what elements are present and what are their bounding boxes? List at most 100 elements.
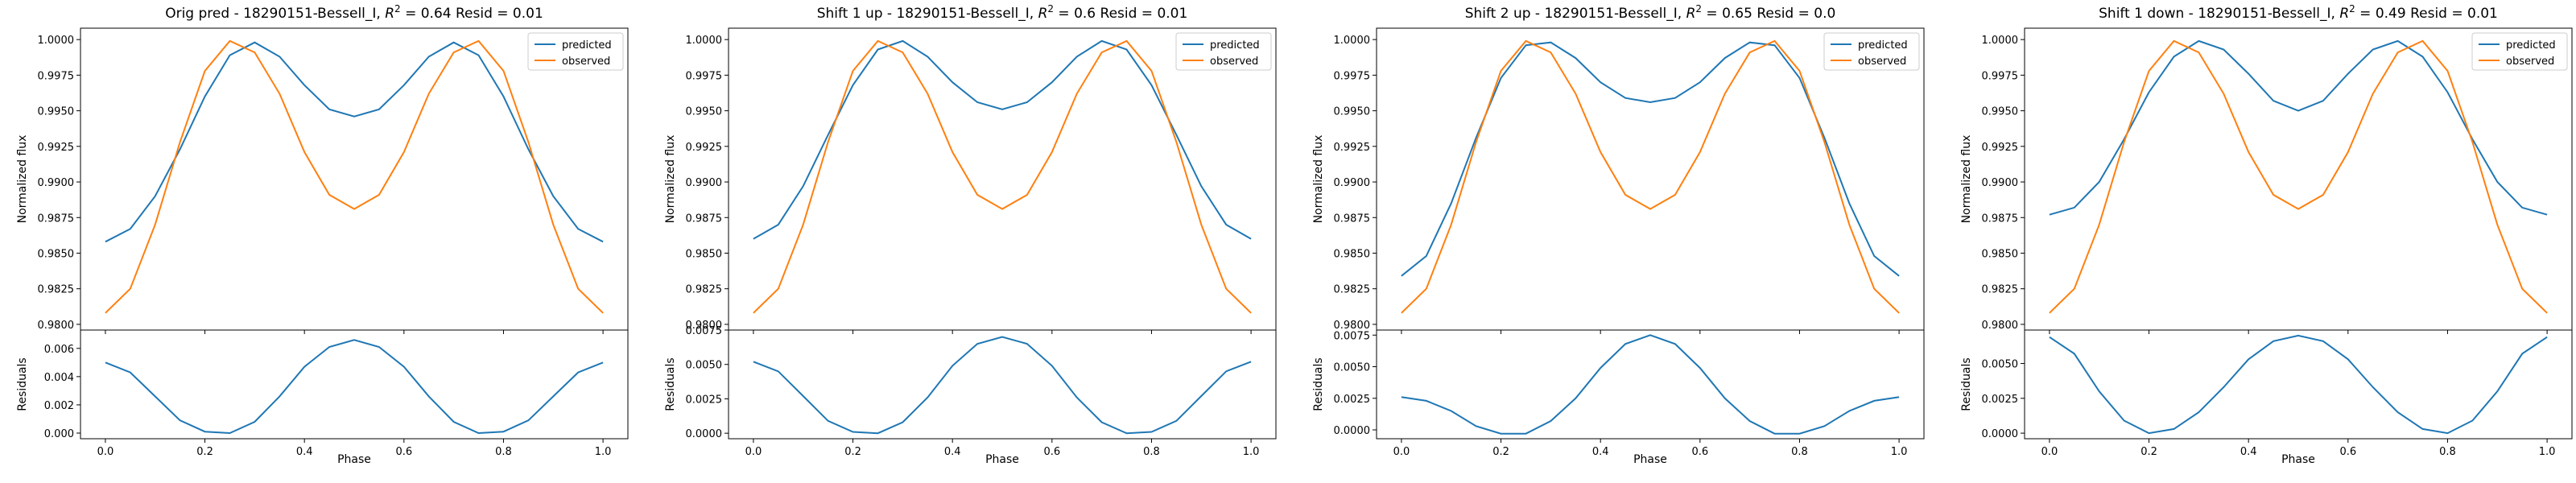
y-tick-label: 0.9800 bbox=[686, 320, 723, 332]
x-tick-label: 0.2 bbox=[2140, 446, 2157, 458]
bottom-axes-frame bbox=[1376, 329, 1925, 440]
y-tick-label: 0.9875 bbox=[38, 213, 75, 225]
legend-label-observed: observed bbox=[1858, 56, 1906, 68]
y-tick-label: 1.0000 bbox=[1982, 35, 2019, 47]
y-tick-label: 0.9825 bbox=[38, 284, 75, 296]
y-tick-label: 0.9925 bbox=[686, 142, 723, 154]
bottom-axes-frame bbox=[2024, 329, 2573, 440]
subplot-4: Shift 1 down - 18290151-Bessell_I, R2 = … bbox=[1960, 3, 2573, 466]
x-tick-label: 0.0 bbox=[745, 446, 762, 458]
y-tick-label: 0.9925 bbox=[38, 142, 75, 154]
x-tick-label: 1.0 bbox=[595, 446, 612, 458]
y-tick-label: 0.9950 bbox=[686, 106, 723, 118]
y-tick-label: 0.000 bbox=[44, 428, 74, 440]
series-observed bbox=[1401, 39, 1900, 314]
x-axis-label: Phase bbox=[985, 453, 1019, 466]
x-tick-label: 0.2 bbox=[1492, 446, 1509, 458]
subplot-1: Orig pred - 18290151-Bessell_I, R2 = 0.6… bbox=[16, 3, 629, 466]
x-tick-label: 0.2 bbox=[196, 446, 213, 458]
bottom-axes-frame bbox=[80, 329, 629, 440]
y-axis-label-top: Normalized flux bbox=[1312, 135, 1325, 224]
x-tick-label: 0.4 bbox=[944, 446, 961, 458]
series-residuals bbox=[753, 336, 1252, 435]
y-tick-label: 0.9850 bbox=[1334, 248, 1371, 260]
series-observed bbox=[2049, 39, 2548, 314]
legend: predicted observed bbox=[1823, 32, 1920, 71]
legend: predicted observed bbox=[1175, 32, 1272, 71]
y-axis-label-bottom: Residuals bbox=[664, 357, 677, 411]
legend: predicted observed bbox=[527, 32, 624, 71]
y-tick-label: 0.0025 bbox=[1982, 394, 2019, 406]
y-tick-label: 0.9975 bbox=[38, 70, 75, 82]
y-tick-label: 0.9800 bbox=[1334, 320, 1371, 332]
y-tick-label: 0.9900 bbox=[686, 177, 723, 189]
y-tick-label: 0.9900 bbox=[1982, 177, 2019, 189]
y-axis-label-top: Normalized flux bbox=[1960, 135, 1973, 224]
y-tick-label: 0.9925 bbox=[1334, 142, 1371, 154]
y-tick-label: 0.9800 bbox=[38, 320, 75, 332]
y-tick-label: 0.9825 bbox=[1982, 284, 2019, 296]
y-axis-label-bottom: Residuals bbox=[16, 357, 29, 411]
x-tick-label: 0.4 bbox=[296, 446, 313, 458]
top-axes-frame bbox=[728, 27, 1277, 331]
x-tick-label: 0.6 bbox=[395, 446, 412, 458]
x-tick-label: 0.8 bbox=[1791, 446, 1808, 458]
y-tick-label: 0.9900 bbox=[1334, 177, 1371, 189]
x-tick-label: 0.2 bbox=[844, 446, 861, 458]
y-axis-label-top: Normalized flux bbox=[664, 135, 677, 224]
y-tick-label: 0.9950 bbox=[1982, 106, 2019, 118]
y-tick-label: 0.9800 bbox=[1982, 320, 2019, 332]
chart-title: Orig pred - 18290151-Bessell_I, R2 = 0.6… bbox=[165, 3, 543, 22]
series-observed bbox=[105, 39, 604, 314]
chart-title: Shift 2 up - 18290151-Bessell_I, R2 = 0.… bbox=[1465, 3, 1836, 22]
chart-title: Shift 1 up - 18290151-Bessell_I, R2 = 0.… bbox=[817, 3, 1188, 22]
legend-label-predicted: predicted bbox=[562, 39, 612, 52]
legend-label-observed: observed bbox=[2506, 56, 2554, 68]
x-tick-label: 0.4 bbox=[2240, 446, 2257, 458]
y-tick-label: 0.004 bbox=[44, 372, 74, 384]
top-axes-frame bbox=[80, 27, 629, 331]
y-tick-label: 0.0025 bbox=[1334, 394, 1371, 406]
y-tick-label: 0.9825 bbox=[1334, 284, 1371, 296]
series-observed bbox=[753, 39, 1252, 314]
x-tick-label: 1.0 bbox=[1243, 446, 1260, 458]
y-axis-label-bottom: Residuals bbox=[1960, 357, 1973, 411]
top-axes-frame bbox=[1376, 27, 1925, 331]
y-tick-label: 0.9975 bbox=[1982, 70, 2019, 82]
y-tick-label: 0.9925 bbox=[1982, 142, 2019, 154]
x-tick-label: 0.0 bbox=[2041, 446, 2058, 458]
series-predicted bbox=[1401, 41, 1900, 277]
x-tick-label: 0.0 bbox=[1393, 446, 1410, 458]
y-tick-label: 0.0000 bbox=[686, 428, 723, 440]
legend-label-observed: observed bbox=[562, 56, 610, 68]
legend-label-predicted: predicted bbox=[1858, 39, 1908, 52]
x-tick-label: 0.6 bbox=[1043, 446, 1060, 458]
legend: predicted observed bbox=[2471, 32, 2568, 71]
legend-label-predicted: predicted bbox=[1210, 39, 1260, 52]
y-tick-label: 0.9850 bbox=[1982, 248, 2019, 260]
x-tick-label: 0.4 bbox=[1592, 446, 1609, 458]
y-tick-label: 1.0000 bbox=[38, 35, 75, 47]
x-tick-label: 0.6 bbox=[2339, 446, 2356, 458]
y-tick-label: 0.9950 bbox=[38, 106, 75, 118]
y-tick-label: 0.0050 bbox=[1334, 362, 1371, 374]
x-tick-label: 0.8 bbox=[1143, 446, 1160, 458]
y-tick-label: 0.0050 bbox=[686, 360, 723, 372]
y-tick-label: 0.0050 bbox=[1982, 359, 2019, 371]
y-tick-label: 1.0000 bbox=[686, 35, 723, 47]
y-tick-label: 0.9950 bbox=[1334, 106, 1371, 118]
y-tick-label: 0.0075 bbox=[1334, 330, 1371, 342]
y-tick-label: 1.0000 bbox=[1334, 35, 1371, 47]
x-tick-label: 0.8 bbox=[495, 446, 512, 458]
y-tick-label: 0.9850 bbox=[686, 248, 723, 260]
series-residuals bbox=[2049, 334, 2548, 435]
legend-label-predicted: predicted bbox=[2506, 39, 2556, 52]
series-residuals bbox=[1401, 334, 1900, 435]
x-tick-label: 0.6 bbox=[1691, 446, 1708, 458]
y-tick-label: 0.9975 bbox=[686, 70, 723, 82]
y-tick-label: 0.002 bbox=[44, 400, 74, 412]
y-tick-label: 0.9875 bbox=[1982, 213, 2019, 225]
x-axis-label: Phase bbox=[2281, 453, 2315, 466]
y-tick-label: 0.9875 bbox=[1334, 213, 1371, 225]
